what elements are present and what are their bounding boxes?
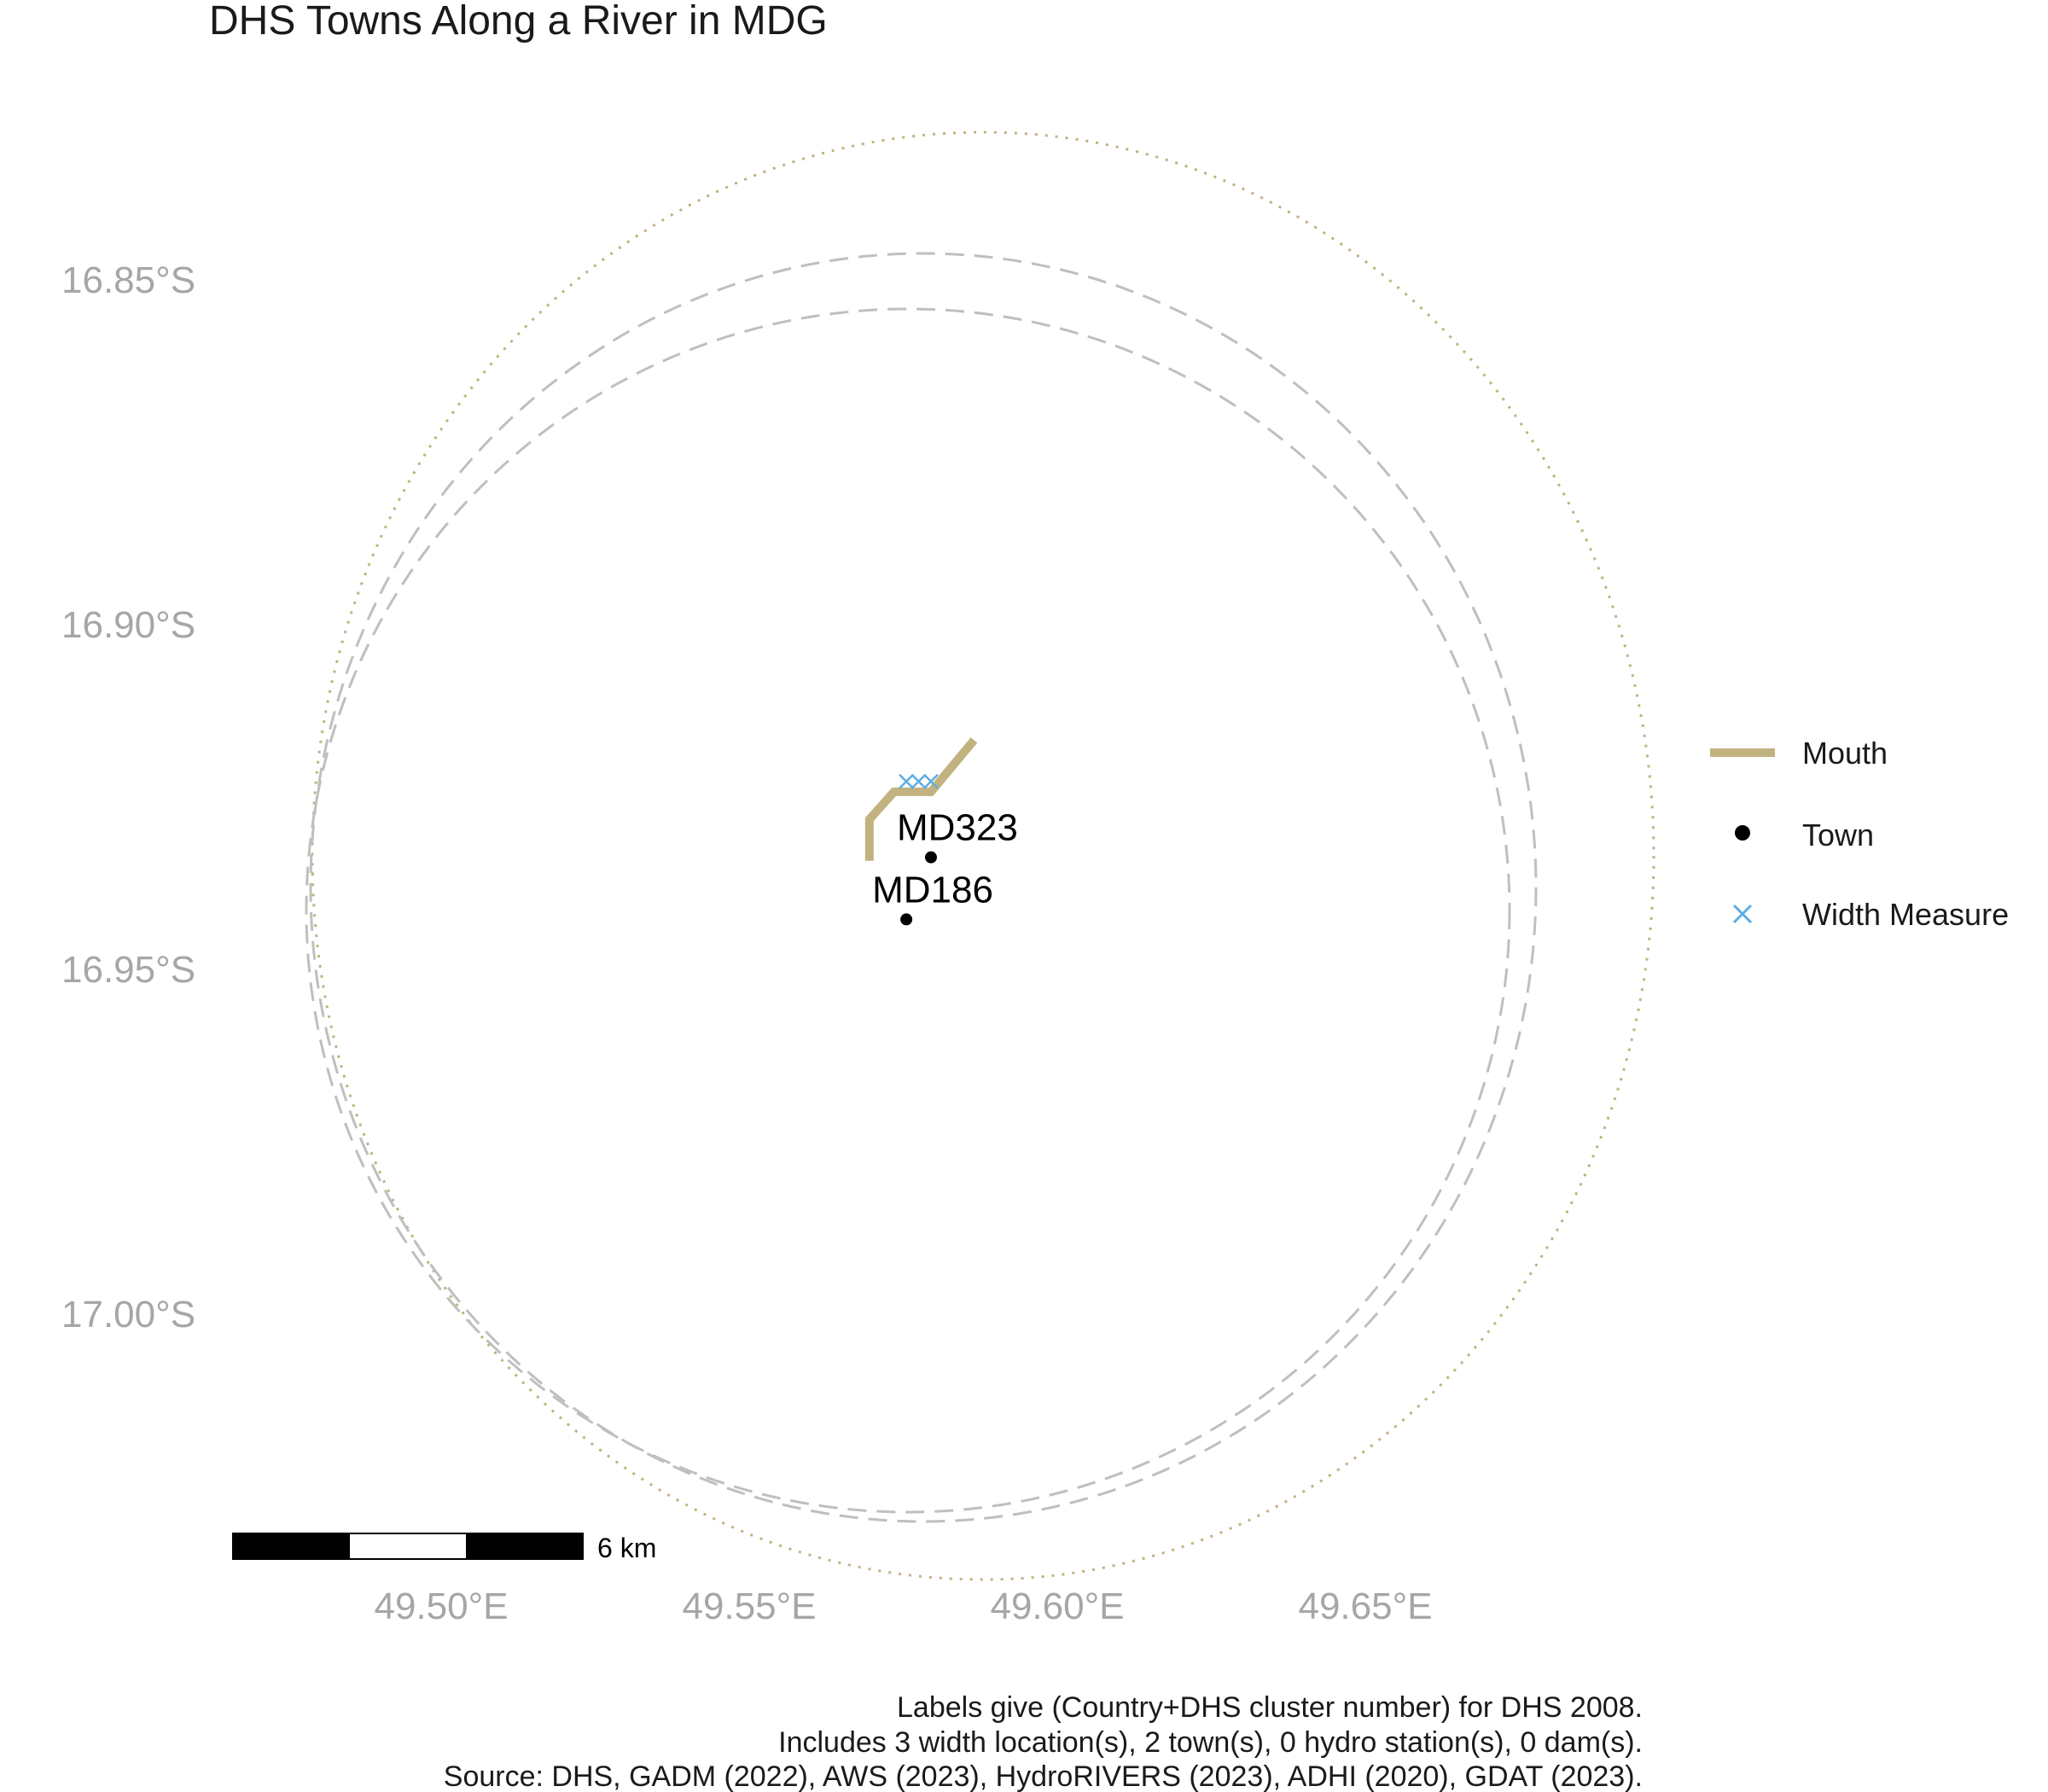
town-layer: MD323 MD186 [872, 807, 1018, 926]
caption-line: Source: DHS, GADM (2022), AWS (2023), Hy… [444, 1760, 1643, 1792]
river-mouth-line [864, 737, 978, 861]
legend-town-label: Town [1802, 817, 1874, 852]
caption-line: Labels give (Country+DHS cluster number)… [897, 1691, 1643, 1724]
town-label: MD186 [872, 869, 993, 911]
width-measure-marker [899, 773, 914, 789]
buffer-circle-town-1 [309, 252, 1538, 1523]
legend-width-swatch [1732, 904, 1753, 924]
scale-bar: 6 km [232, 1533, 656, 1563]
caption-line: Includes 3 width location(s), 2 town(s),… [778, 1726, 1643, 1759]
legend-width-label: Width Measure [1802, 897, 2009, 932]
y-tick-label: 16.90°S [61, 604, 195, 646]
legend-town-swatch [1735, 825, 1750, 841]
x-axis: 49.50°E 49.55°E 49.60°E 49.65°E [374, 1585, 1432, 1627]
buffer-layer [305, 131, 1655, 1581]
legend-mouth-label: Mouth [1802, 736, 1888, 771]
y-tick-label: 16.95°S [61, 949, 195, 991]
caption: Labels give (Country+DHS cluster number)… [444, 1691, 1643, 1792]
town-marker [900, 913, 913, 926]
width-measure-marker [911, 773, 927, 789]
x-tick-label: 49.50°E [374, 1585, 508, 1627]
width-measure-layer [899, 773, 939, 789]
buffer-circle-town-2 [305, 307, 1511, 1514]
y-axis: 16.85°S 16.90°S 16.95°S 17.00°S [61, 259, 195, 1335]
legend: Mouth Town Width Measure [1710, 736, 2009, 932]
map-title: DHS Towns Along a River in MDG [209, 0, 828, 44]
scale-bar-label: 6 km [597, 1533, 656, 1563]
town-marker [924, 851, 937, 864]
x-tick-label: 49.60°E [990, 1585, 1124, 1627]
town-label: MD323 [897, 807, 1018, 849]
y-tick-label: 17.00°S [61, 1294, 195, 1335]
buffer-circle-dotted [311, 131, 1655, 1581]
scale-bar-segment [233, 1533, 350, 1559]
scale-bar-segment [466, 1533, 583, 1559]
x-tick-label: 49.55°E [682, 1585, 816, 1627]
width-measure-marker [923, 773, 939, 789]
y-tick-label: 16.85°S [61, 259, 195, 301]
x-tick-label: 49.65°E [1298, 1585, 1432, 1627]
